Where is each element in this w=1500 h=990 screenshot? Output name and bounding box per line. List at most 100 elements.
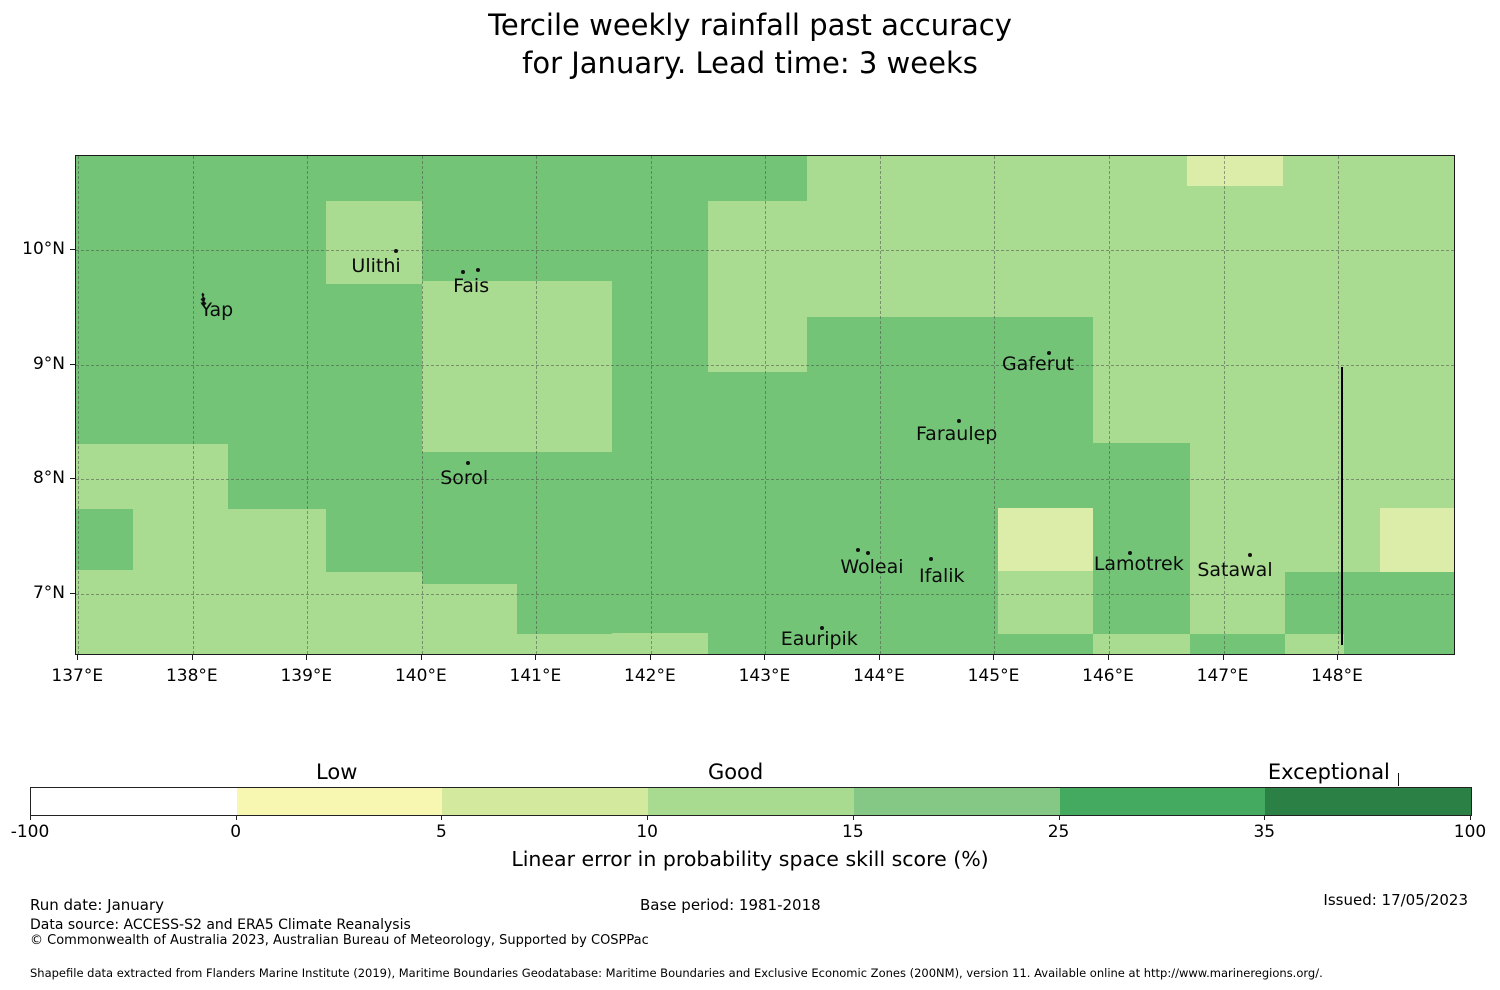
colorbar-category-label: Exceptional [1267, 760, 1390, 784]
footer-run-date: Run date: January [30, 896, 165, 914]
map-cell [611, 156, 709, 634]
x-axis-tick [1337, 655, 1339, 660]
map-cell [1186, 156, 1284, 186]
gridline-vertical [307, 156, 309, 654]
yap-island-shape [199, 292, 210, 311]
y-axis-tick-label: 8°N [32, 468, 65, 489]
map-cell [76, 509, 134, 570]
x-axis-tick [77, 655, 79, 660]
island-marker-dot [1247, 553, 1252, 558]
colorbar-segment [648, 788, 854, 815]
colorbar-tick-label: 5 [436, 822, 447, 842]
x-axis-tick-label: 143°E [738, 666, 791, 686]
x-axis-tick [1107, 655, 1109, 660]
gridline-horizontal [76, 479, 1454, 481]
x-axis-tick-label: 142°E [624, 666, 676, 686]
island-marker-dot [856, 548, 861, 553]
x-axis-tick [878, 655, 880, 660]
gridline-vertical [78, 156, 80, 654]
colorbar-segment [1059, 788, 1266, 815]
gridline-vertical [1338, 156, 1340, 654]
gridline-vertical [765, 156, 767, 654]
x-axis-tick-label: 146°E [1082, 666, 1134, 686]
colorbar-tick-label: 100 [1453, 822, 1487, 842]
map-cell [1285, 572, 1454, 635]
colorbar-tick [1264, 815, 1266, 820]
gridline-horizontal [76, 250, 1454, 252]
colorbar-tick-label: 15 [842, 822, 864, 842]
y-axis-tick [70, 249, 75, 251]
footer-data-source: Data source: ACCESS-S2 and ERA5 Climate … [30, 917, 411, 933]
colorbar-tick-label: 25 [1047, 822, 1070, 842]
island-label: Ifalik [919, 564, 965, 587]
colorbar-segment [442, 788, 649, 815]
map-cell [997, 634, 1093, 654]
chart-title-line1: Tercile weekly rainfall past accuracy [488, 8, 1012, 42]
map-cell [421, 156, 612, 281]
island-marker-dot [1047, 351, 1052, 356]
colorbar-axis-label: Linear error in probability space skill … [511, 847, 989, 871]
colorbar-segment [853, 788, 1060, 815]
colorbar-tick-label: 0 [230, 822, 242, 842]
island-label: Satawal [1197, 558, 1273, 581]
map-cell [997, 508, 1093, 572]
map-cell [1190, 634, 1286, 654]
map-cell [1343, 634, 1454, 654]
island-marker-dot [866, 550, 871, 555]
x-axis-tick [306, 655, 308, 660]
map-cell [806, 316, 1093, 443]
colorbar-category-label: Good [707, 760, 764, 784]
gridline-vertical [650, 156, 652, 654]
map-cell [997, 442, 1093, 509]
colorbar [30, 787, 1472, 816]
colorbar-segment [236, 788, 443, 815]
island-marker-dot [819, 626, 824, 631]
y-axis-tick [70, 478, 75, 480]
island-label: Ulithi [351, 255, 401, 278]
y-axis-tick [70, 363, 75, 365]
x-axis-tick-label: 148°E [1311, 666, 1363, 686]
map-cell [325, 156, 422, 201]
gridline-vertical [1223, 156, 1225, 654]
island-marker-dot [475, 267, 480, 272]
island-marker-dot [393, 249, 398, 254]
colorbar-tick-label: 35 [1253, 822, 1276, 842]
colorbar-segment [1265, 788, 1471, 815]
y-axis-tick-label: 7°N [32, 583, 65, 604]
island-label: Sorol [440, 467, 489, 490]
footer-issued-date: Issued: 17/05/2023 [1323, 891, 1468, 909]
island-marker-dot [956, 418, 961, 423]
colorbar-tick [647, 815, 649, 820]
colorbar-tick [1470, 815, 1471, 820]
gridline-vertical [192, 156, 194, 654]
gridline-vertical [879, 156, 881, 654]
island-marker-dot [461, 269, 466, 274]
map-cell [708, 156, 807, 201]
map-cell [806, 442, 998, 654]
map-cell [325, 284, 422, 573]
x-axis-tick [191, 655, 193, 660]
eez-boundary-line [1341, 367, 1344, 645]
x-axis-tick [1222, 655, 1224, 660]
gridline-vertical [536, 156, 538, 654]
x-axis-tick-label: 140°E [394, 666, 447, 686]
x-axis-tick [993, 655, 995, 660]
x-axis-tick-label: 144°E [853, 666, 905, 686]
x-axis-tick-label: 138°E [165, 666, 218, 686]
gridline-vertical [994, 156, 996, 654]
chart-title-line2: for January. Lead time: 3 weeks [522, 46, 978, 80]
x-axis-tick-label: 137°E [51, 666, 104, 686]
colorbar-tick-label: 10 [636, 822, 658, 842]
map-cell [1092, 442, 1191, 635]
x-axis-tick [535, 655, 537, 660]
map-cell [516, 451, 612, 635]
colorbar-tick [1058, 815, 1060, 820]
x-axis-tick-label: 145°E [967, 666, 1020, 686]
y-axis-tick-label: 10°N [22, 239, 65, 260]
island-marker-dot [929, 556, 934, 561]
x-axis-tick [649, 655, 651, 660]
footer-copyright: © Commonwealth of Australia 2023, Austra… [30, 933, 649, 948]
x-axis-tick-label: 139°E [280, 666, 333, 686]
island-label: Woleai [840, 555, 904, 578]
